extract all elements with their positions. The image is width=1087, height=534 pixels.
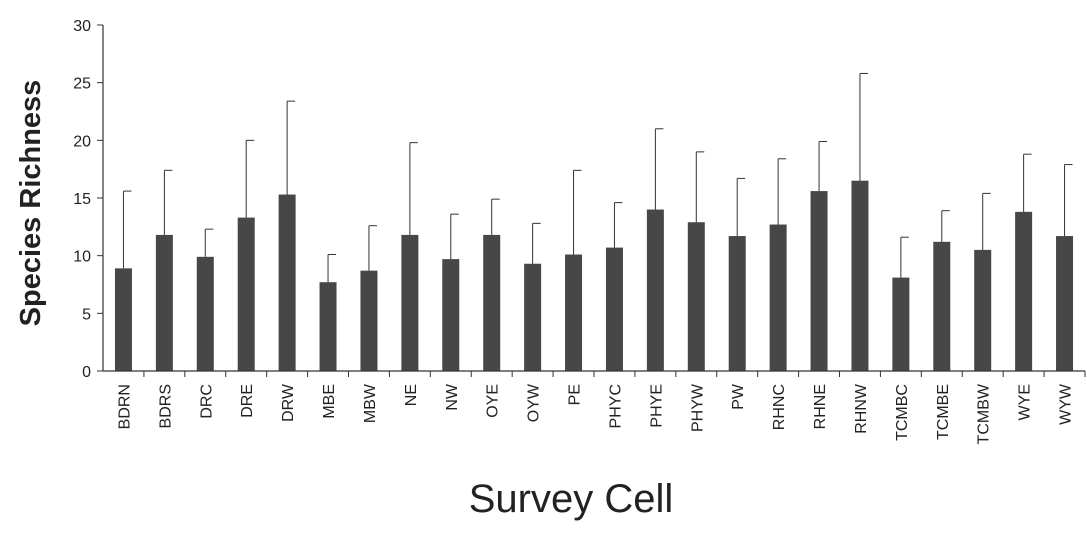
x-tick-label: TCMBW <box>976 383 993 444</box>
bar-dre <box>237 217 255 371</box>
x-tick-label: RHNE <box>812 384 829 429</box>
x-tick-label: RHNW <box>853 383 870 434</box>
x-tick-label: PHYW <box>689 383 706 432</box>
bar-tcmbe <box>933 241 951 371</box>
x-tick-label: DRC <box>198 384 215 419</box>
bar-mbe <box>319 282 337 371</box>
x-tick-label: MBW <box>362 383 379 423</box>
x-tick-label: OYE <box>485 384 502 418</box>
bar-drw <box>278 194 296 371</box>
x-tick-label: PHYC <box>607 384 624 428</box>
x-tick-label: WYW <box>1058 383 1075 425</box>
x-tick-label: OYW <box>526 383 543 422</box>
bars <box>114 180 1074 371</box>
x-tick-label: PW <box>730 383 747 410</box>
x-axis-label: Survey Cell <box>469 477 674 521</box>
bar-mbw <box>360 270 378 371</box>
bar-rhnw <box>851 180 869 371</box>
bar-pw <box>728 236 746 371</box>
bar-drc <box>196 256 214 371</box>
x-tick-label: NE <box>403 384 420 406</box>
bar-phyc <box>605 247 623 371</box>
y-tick-label: 10 <box>73 249 91 266</box>
bar-bdrs <box>155 234 173 371</box>
bar-phye <box>646 209 664 371</box>
y-tick-label: 5 <box>82 306 91 323</box>
y-tick-label: 15 <box>73 191 91 208</box>
y-tick-label: 0 <box>82 364 91 381</box>
bar-oye <box>483 234 501 371</box>
y-axis-label: Species Richness <box>15 80 47 327</box>
y-tick-label: 30 <box>73 18 91 35</box>
bar-tcmbc <box>892 277 910 371</box>
x-tick-label: BDRS <box>157 384 174 428</box>
bar-rhne <box>810 191 828 371</box>
x-tick-label: TCMBE <box>935 384 952 440</box>
bar-wyw <box>1056 236 1074 371</box>
error-bars <box>122 72 1073 283</box>
x-tick-label: TCMBC <box>894 384 911 441</box>
x-tick-label: BDRN <box>116 384 133 429</box>
bar-tcmbw <box>974 249 992 371</box>
bar-oyw <box>524 263 542 371</box>
bar-ne <box>401 234 419 371</box>
x-tick-label: DRE <box>239 384 256 418</box>
y-axis-ticks: 0 5 10 15 20 25 30 <box>73 18 103 381</box>
y-tick-label: 25 <box>73 76 91 93</box>
x-tick-label: DRW <box>280 383 297 422</box>
bar-phyw <box>687 222 705 371</box>
x-tick-label: PHYE <box>648 384 665 428</box>
y-tick-label: 20 <box>73 133 91 150</box>
bar-bdrn <box>114 268 132 371</box>
x-tick-label: MBE <box>321 384 338 419</box>
x-tick-label: PE <box>567 384 584 405</box>
x-axis-ticks: BDRN BDRS DRC DRE DRW MBE MBW NE NW OYE OYW PE PHYC P… <box>116 371 1086 444</box>
bar-wye <box>1015 211 1033 371</box>
x-tick-label: RHNC <box>771 384 788 430</box>
bar-pe <box>565 254 583 371</box>
x-tick-label: NW <box>444 383 461 411</box>
bar-nw <box>442 259 460 371</box>
x-tick-label: WYE <box>1017 384 1034 420</box>
bar-rhnc <box>769 224 787 371</box>
